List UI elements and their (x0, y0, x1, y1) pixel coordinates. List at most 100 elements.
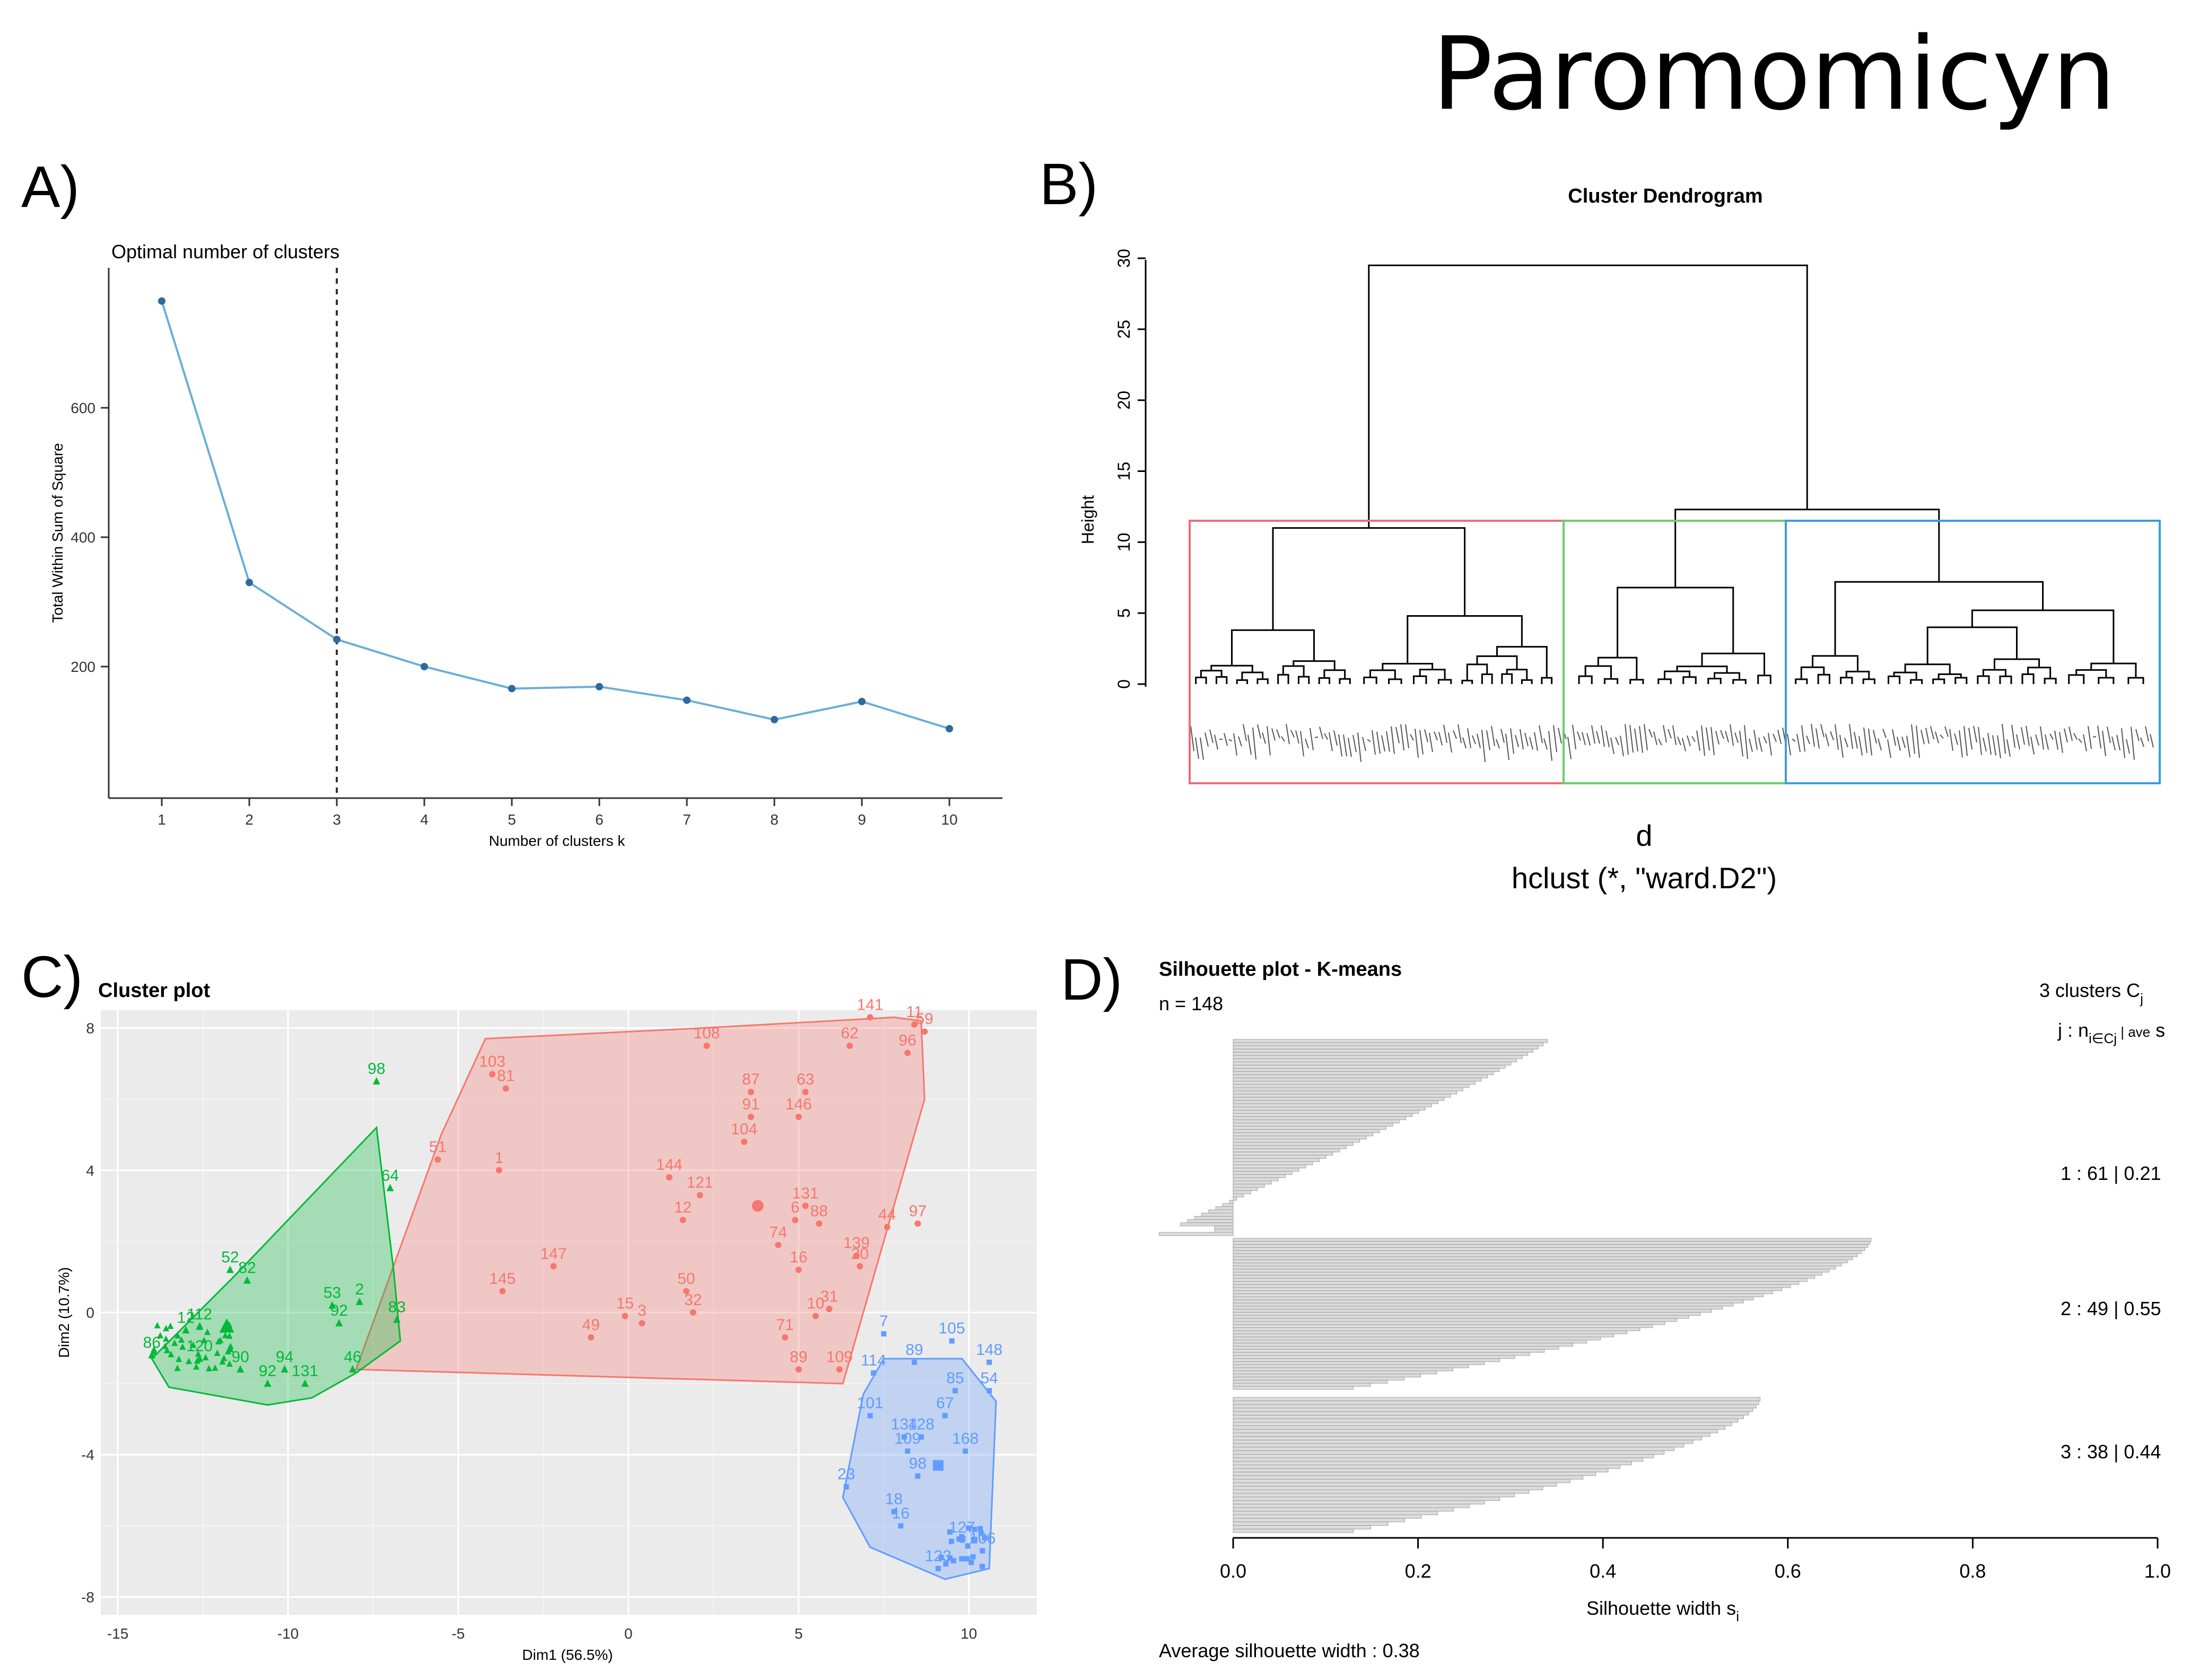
cluster-point-label: 50 (677, 1270, 695, 1288)
cluster-point (226, 1265, 234, 1273)
elbow-point (508, 685, 516, 693)
cluster-point-label: 82 (238, 1259, 256, 1277)
cluster-point (972, 1537, 978, 1543)
silhouette-bar (1233, 1123, 1393, 1127)
cluster-point (157, 1332, 164, 1338)
silhouette-x-tick-label: 1.0 (2144, 1560, 2171, 1582)
dendrogram-leaf-label (1247, 734, 1252, 755)
cluster-x-tick-label: 10 (961, 1625, 977, 1642)
dendrogram-leaf-label (1668, 729, 1672, 739)
dendrogram-branch (2090, 662, 2137, 678)
dendrogram-leaf-label (1983, 737, 1987, 752)
dendrogram-branch (1682, 676, 1697, 684)
silhouette-bar (1208, 1209, 1234, 1214)
cluster-point-label: 121 (687, 1174, 713, 1192)
dendrogram-leaf-label (1462, 737, 1467, 749)
cluster-point (964, 1556, 970, 1562)
dendrogram-leaf-label (2064, 728, 2068, 742)
dendrogram-leaf-label (1524, 732, 1529, 747)
dendrogram-leaf-label (1701, 725, 1705, 756)
cluster-point (792, 1217, 799, 1223)
silhouette-bar (1233, 1074, 1488, 1079)
cluster-point (775, 1241, 782, 1248)
dendrogram-leaf-label (1505, 733, 1509, 760)
cluster-point (243, 1276, 251, 1284)
cluster-point (935, 1565, 941, 1571)
silhouette-x-tick-label: 0.0 (1220, 1560, 1246, 1582)
cluster-point (911, 1021, 918, 1028)
dendrogram-y-tick-label: 5 (1114, 608, 1133, 618)
dendrogram-leaf-label (1906, 736, 1910, 758)
silhouette-bar (1233, 1039, 1548, 1043)
silhouette-bar (1233, 1440, 1694, 1444)
cluster-centroid-2 (219, 1318, 234, 1333)
dendrogram-leaf-label (1639, 726, 1643, 753)
cluster-point-label: 16 (790, 1249, 807, 1266)
dendrogram-branch (1840, 677, 1853, 684)
dendrogram-leaf-label (1710, 727, 1715, 755)
dendrogram-subtitle: hclust (*, "ward.D2") (1512, 861, 1777, 895)
silhouette-bar (1159, 1232, 1234, 1236)
cluster-point-label: 49 (582, 1316, 600, 1334)
cluster-point (952, 1388, 958, 1394)
dendrogram-leaf-label (1448, 732, 1452, 753)
dendrogram-branch (1800, 666, 1825, 679)
cluster-point-label: 109 (894, 1430, 921, 1448)
cluster-point-label: 90 (231, 1348, 249, 1366)
dendrogram-leaf-label (1553, 725, 1557, 752)
dendrogram-branch (1272, 527, 1466, 631)
cluster-point (965, 1543, 971, 1549)
panel-label-d: D) (1061, 947, 1122, 1012)
dendrogram-branch (1481, 673, 1493, 684)
cluster-point-label: 145 (489, 1270, 516, 1288)
dendrogram-leaf-label (1730, 724, 1734, 746)
cluster-point (947, 1529, 953, 1535)
silhouette-average: Average silhouette width : 0.38 (1159, 1640, 1420, 1661)
dendrogram-y-label: Height (1078, 495, 1097, 545)
cluster-point (163, 1325, 170, 1332)
silhouette-bar (1233, 1333, 1614, 1337)
dendrogram-branch (2098, 677, 2115, 684)
cluster-point-label: 92 (330, 1302, 348, 1319)
dendrogram-branch (1506, 669, 1528, 680)
dendrogram-leaf-label (1486, 730, 1490, 750)
silhouette-header-clusters: 3 clusters Cj (2039, 979, 2143, 1007)
cluster-point (226, 1360, 233, 1367)
dendrogram-y-tick-label: 15 (1114, 462, 1133, 481)
cluster-point (161, 1342, 168, 1349)
dendrogram-leaf-label (1959, 730, 1963, 758)
cluster-point-label: 64 (381, 1167, 399, 1184)
dendrogram-branch (1812, 655, 1858, 672)
cluster-point (747, 1114, 754, 1121)
dendrogram-leaf-label (1453, 730, 1457, 739)
cluster-point-label: 7 (879, 1312, 888, 1330)
cluster-point-label: 81 (497, 1068, 514, 1085)
silhouette-bar (1233, 1521, 1389, 1526)
dendrogram-leaf-label (1987, 733, 1992, 755)
dendrogram-branch (1437, 679, 1452, 684)
cluster-point (795, 1114, 802, 1121)
elbow-x-tick-label: 4 (420, 811, 429, 828)
dendrogram-leaf-label (1963, 726, 1968, 756)
dendrogram-leaf-label (1367, 739, 1371, 742)
dendrogram-leaf-label (2150, 734, 2154, 748)
silhouette-bar (1233, 1482, 1557, 1487)
cluster-point-label: 10 (807, 1295, 824, 1312)
cluster-point (281, 1365, 289, 1373)
cluster-y-tick-label: 4 (86, 1162, 94, 1179)
dendrogram-y-tick-label: 20 (1114, 391, 1133, 410)
silhouette-bar (1233, 1106, 1426, 1110)
dendrogram-leaf-label (1882, 729, 1887, 738)
silhouette-bar (1233, 1174, 1286, 1178)
cluster-point (782, 1334, 789, 1341)
cluster-point (200, 1336, 207, 1343)
cluster-point (795, 1266, 802, 1273)
dendrogram-leaf-label (1467, 728, 1471, 748)
dendrogram-leaf-label (1787, 733, 1791, 756)
silhouette-bar (1233, 1457, 1644, 1462)
cluster-point (898, 1523, 904, 1529)
silhouette-bar (1233, 1177, 1279, 1182)
silhouette-chart: Silhouette plot - K-means n = 148 3 clus… (1159, 958, 2171, 1661)
dendrogram-branch (1982, 669, 2006, 677)
silhouette-bar (1233, 1309, 1712, 1313)
